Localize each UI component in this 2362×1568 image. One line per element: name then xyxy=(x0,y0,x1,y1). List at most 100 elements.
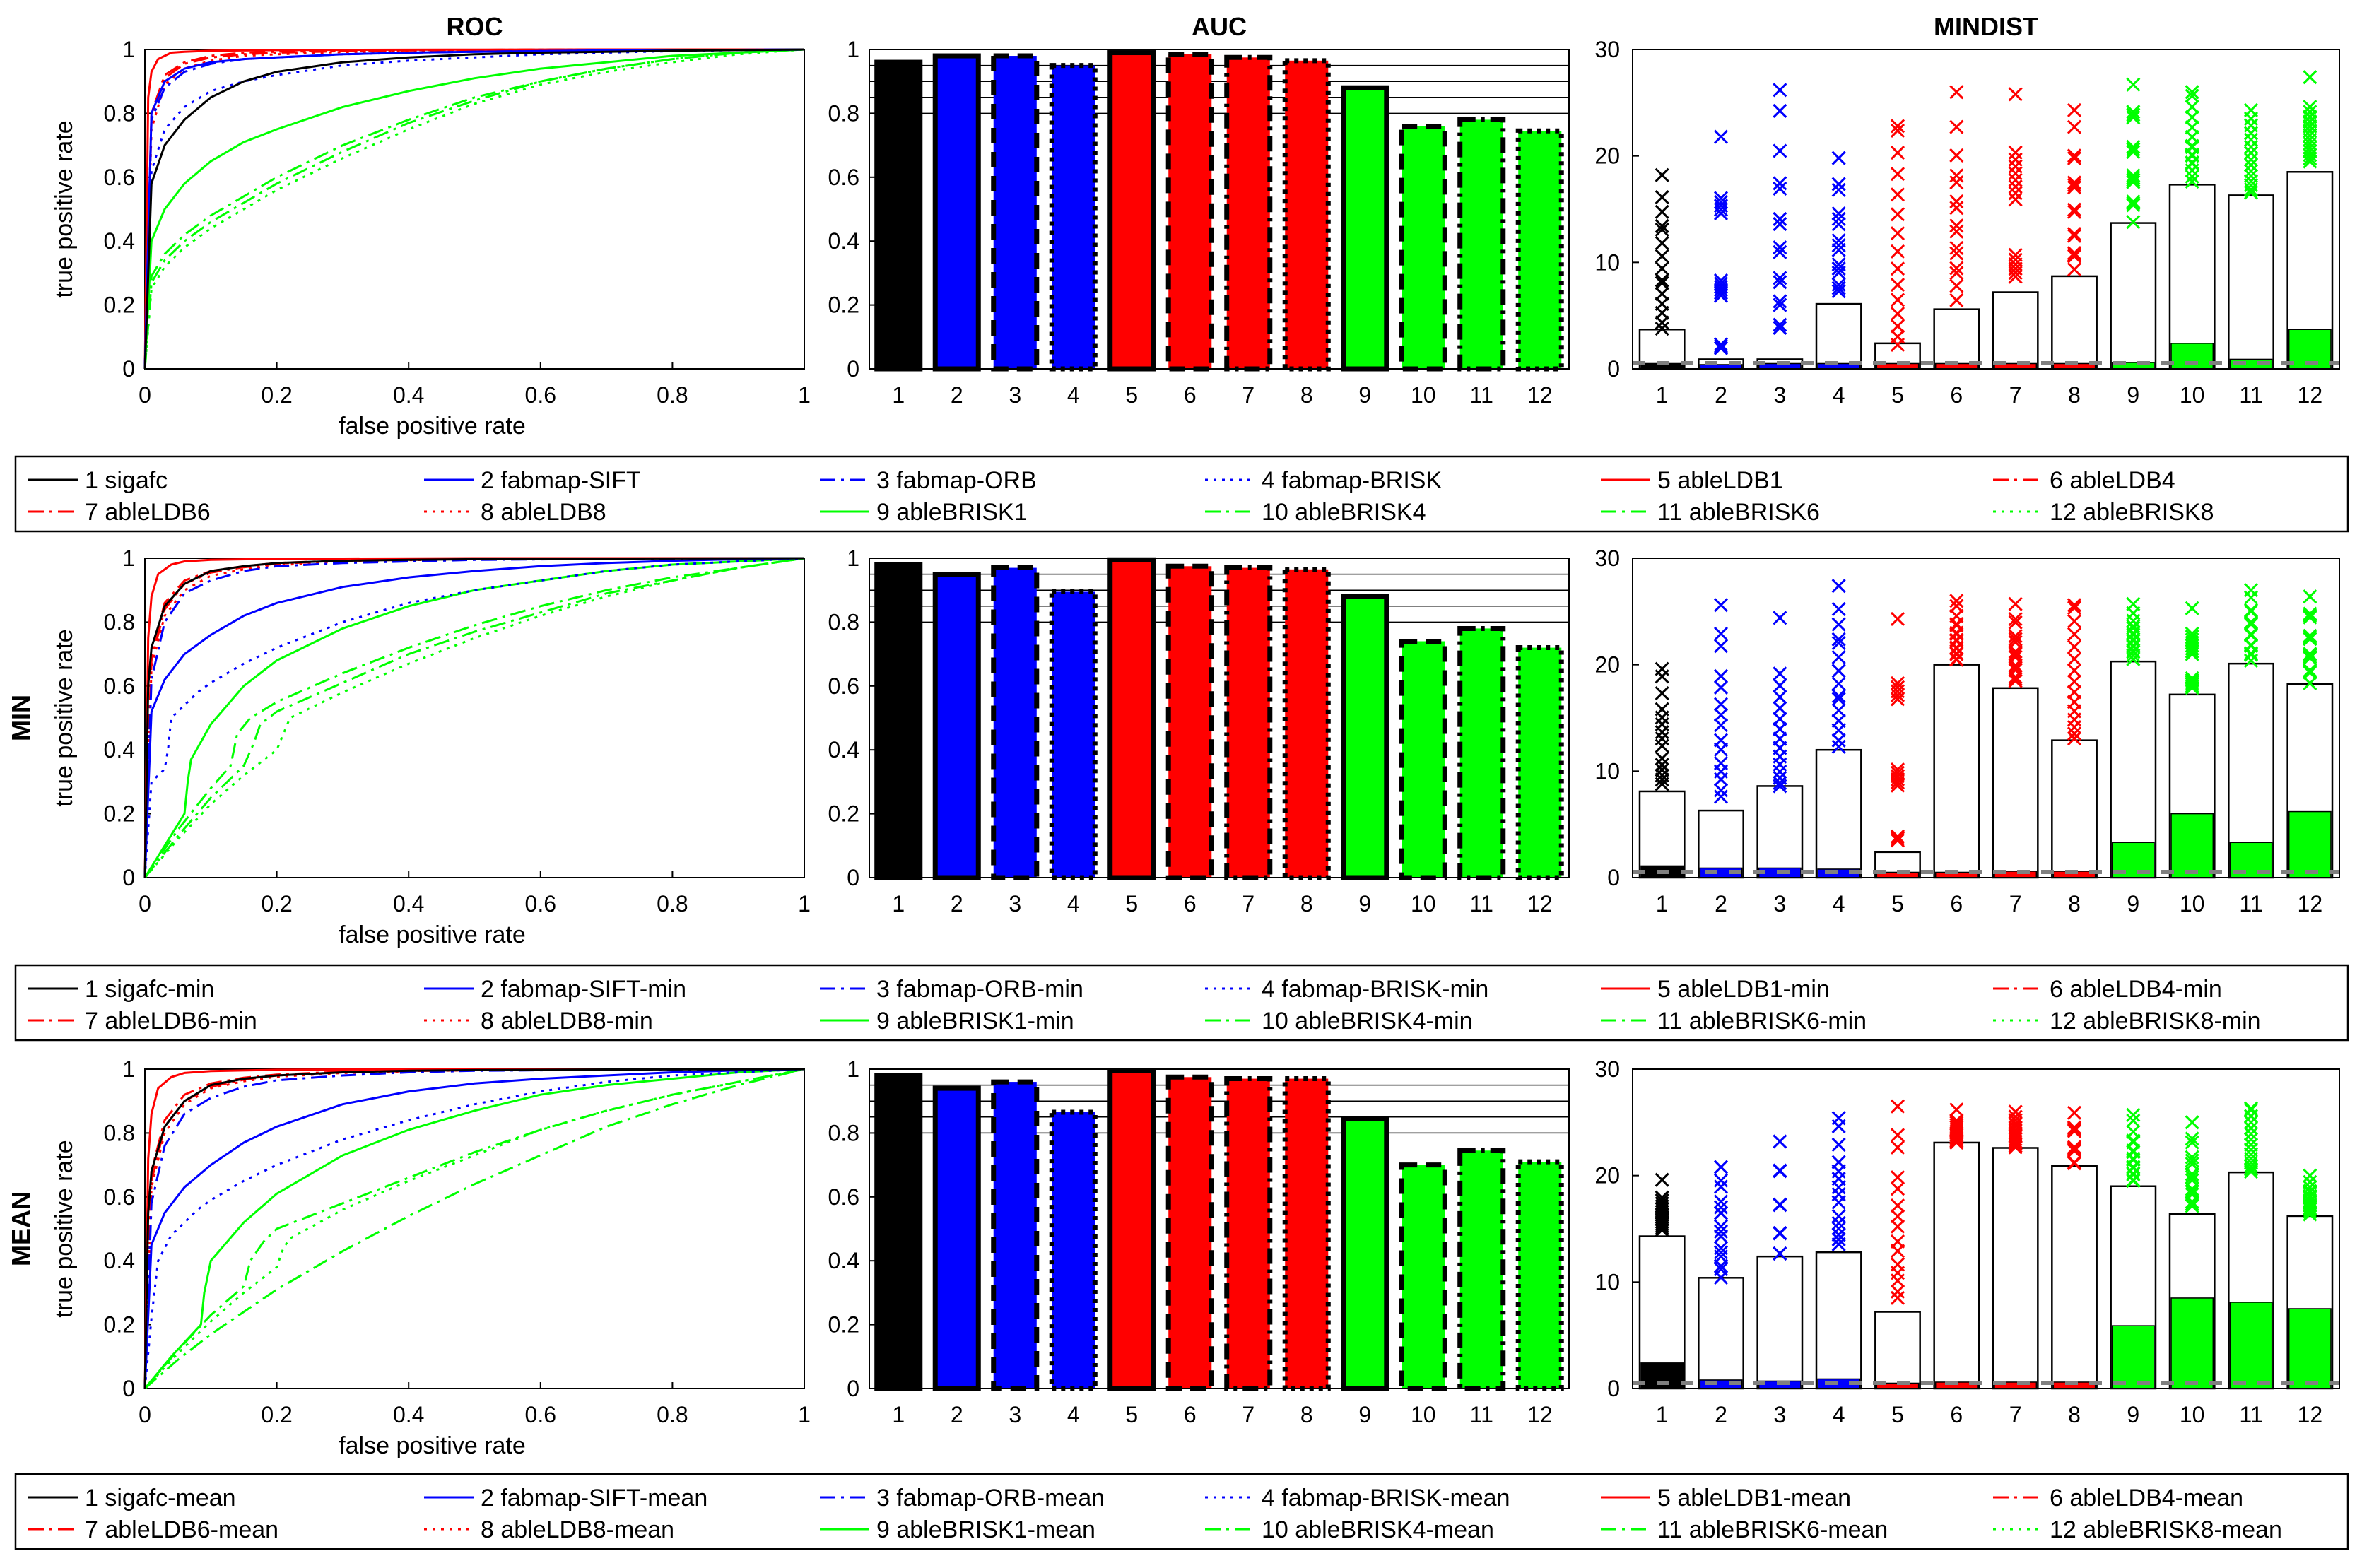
outlier-marker xyxy=(2126,110,2141,125)
outlier-marker xyxy=(2243,152,2259,167)
x-tick-label: 2 xyxy=(1715,382,1727,408)
outlier-marker xyxy=(2126,215,2141,230)
outlier-marker xyxy=(1655,1193,1669,1208)
outlier-marker xyxy=(1713,772,1729,786)
x-tick-label: 4 xyxy=(1067,382,1080,408)
x-tick-label: 11 xyxy=(1470,1402,1493,1427)
auc-bar-10 xyxy=(1399,123,1447,372)
outlier-marker xyxy=(2126,107,2141,122)
outlier-marker xyxy=(2185,1157,2199,1172)
outlier-marker xyxy=(2067,202,2082,217)
outlier-marker xyxy=(1949,1113,1964,1128)
y-tick-label: 30 xyxy=(1594,1056,1620,1082)
outlier-marker xyxy=(2067,177,2082,192)
y-tick-label: 0.4 xyxy=(104,1248,135,1273)
outlier-marker xyxy=(1890,167,1905,182)
y-tick-label: 10 xyxy=(1594,1269,1620,1295)
column-title-1: AUC xyxy=(1192,12,1247,41)
x-tick-label: 11 xyxy=(2239,1402,2262,1427)
outlier-marker xyxy=(1713,639,1729,654)
outlier-marker xyxy=(2126,168,2141,183)
row-title-1: MIN xyxy=(6,695,35,741)
outlier-marker xyxy=(1713,1229,1729,1244)
outlier-marker xyxy=(2008,1109,2023,1124)
outlier-marker xyxy=(1831,1172,1846,1186)
outlier-marker xyxy=(2067,151,2082,166)
outlier-marker xyxy=(2126,619,2141,634)
mindist-bar-6 xyxy=(1933,664,1980,879)
legend-label-1: 1 sigafc-mean xyxy=(85,1485,236,1511)
outlier-marker xyxy=(1655,762,1669,777)
outlier-marker xyxy=(1831,635,1846,651)
outlier-marker xyxy=(1831,617,1846,632)
x-tick-label: 4 xyxy=(1833,891,1845,916)
outlier-marker-max xyxy=(1773,611,1787,625)
outlier-marker-max xyxy=(1655,167,1669,182)
x-tick-label: 5 xyxy=(1891,382,1904,408)
outlier-marker xyxy=(1831,182,1846,197)
outlier-marker xyxy=(2243,1121,2259,1136)
outlier-marker xyxy=(2185,675,2199,690)
auc-bar-3 xyxy=(991,565,1040,880)
outlier-marker xyxy=(1773,103,1787,118)
outlier-marker xyxy=(1713,668,1729,683)
outlier-marker-max xyxy=(2303,70,2317,85)
x-tick-label: 12 xyxy=(2298,891,2323,916)
outlier-marker xyxy=(2067,685,2082,700)
outlier-marker xyxy=(2067,148,2082,163)
y-tick-label: 1 xyxy=(122,37,135,62)
roc-curve-12 xyxy=(143,1068,805,1390)
legend-label-7: 7 ableLDB6-min xyxy=(85,1008,257,1034)
outlier-marker xyxy=(1655,731,1669,746)
mindist-bar-6 xyxy=(1933,1141,1980,1390)
outlier-marker xyxy=(1890,1284,1905,1299)
outlier-marker xyxy=(2243,118,2259,133)
auc-bar-8 xyxy=(1282,567,1331,880)
legend-label-1: 1 sigafc xyxy=(85,467,168,494)
x-tick-label: 12 xyxy=(1527,382,1553,408)
x-tick-label: 0 xyxy=(139,382,151,408)
outlier-marker xyxy=(2126,170,2141,185)
outlier-marker xyxy=(1655,273,1669,288)
legend-label-7: 7 ableLDB6-mean xyxy=(85,1516,278,1543)
outlier-marker-max xyxy=(1773,83,1787,98)
auc-bar-7 xyxy=(1224,1076,1273,1391)
outlier-marker xyxy=(1655,276,1669,290)
x-tick-label: 7 xyxy=(1242,1402,1255,1427)
outlier-marker xyxy=(2243,132,2259,147)
outlier-marker xyxy=(1890,765,1905,780)
y-tick-label: 0.2 xyxy=(104,801,135,827)
outlier-marker xyxy=(1831,703,1846,718)
mindist-0-axes-box xyxy=(1632,49,2340,370)
x-tick-label: 0.8 xyxy=(657,891,688,916)
legend-1: 1 sigafc-min 2 fabmap-SIFT-min 3 fabmap-OR… xyxy=(14,964,2349,1042)
outlier-marker xyxy=(1773,1198,1787,1213)
outlier-marker xyxy=(2303,1174,2317,1189)
legend-label-9: 9 ableBRISK1-mean xyxy=(876,1516,1095,1543)
legend-label-10: 10 ableBRISK4 xyxy=(1262,499,1426,526)
x-tick-label: 1 xyxy=(1656,1402,1669,1427)
x-tick-label: 6 xyxy=(1184,382,1197,408)
roc-curve-12 xyxy=(143,557,805,878)
mindist-bar-6 xyxy=(1933,308,1980,370)
x-tick-label: 0.2 xyxy=(261,891,292,916)
outlier-marker xyxy=(2067,614,2082,629)
outlier-marker xyxy=(2243,603,2259,618)
x-tick-label: 6 xyxy=(1950,1402,1963,1427)
legend-label-10: 10 ableBRISK4-mean xyxy=(1262,1516,1494,1543)
x-tick-label: 7 xyxy=(2009,891,2022,916)
x-tick-label: 2 xyxy=(951,382,963,408)
auc-bar-6 xyxy=(1165,52,1214,372)
y-tick-label: 30 xyxy=(1594,546,1620,571)
outlier-marker xyxy=(1890,829,1905,844)
outlier-marker xyxy=(1773,181,1787,196)
outlier-marker xyxy=(1831,1187,1846,1202)
mindist-bar-2 xyxy=(1698,1277,1744,1390)
legend-label-12: 12 ableBRISK8-mean xyxy=(2050,1516,2282,1543)
outlier-marker xyxy=(2303,110,2317,124)
y-tick-label: 0 xyxy=(847,1376,859,1401)
outlier-marker xyxy=(1949,647,1964,661)
outlier-marker xyxy=(1890,244,1905,259)
outlier-marker xyxy=(1949,1120,1964,1135)
